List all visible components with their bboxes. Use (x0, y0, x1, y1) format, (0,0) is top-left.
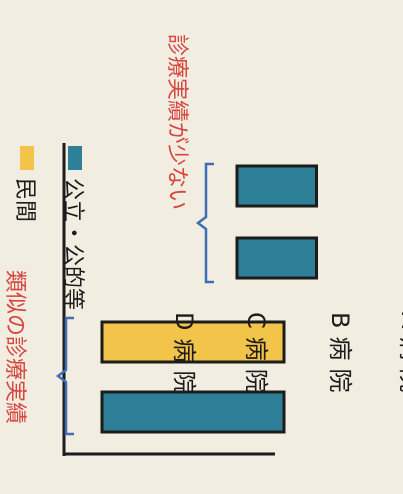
legend-swatch (68, 146, 82, 170)
annotation-brace (55, 316, 74, 436)
category-label: A病院 (396, 312, 403, 400)
category-label: D病院 (170, 312, 198, 402)
annotation-label: 類似の診療実績 (2, 270, 27, 424)
legend-label: 公立・公的等 (60, 178, 85, 310)
annotations: 類似の診療実績 診療実績が少ない (2, 34, 214, 436)
legend-label: 民間 (12, 178, 37, 222)
annotation-label: 診療実績が少ない (164, 34, 189, 210)
bars-group (100, 164, 318, 434)
category-label: C病院 (242, 312, 270, 401)
legend-swatch (20, 146, 34, 170)
legend: 民間 公立・公的等 (12, 146, 85, 310)
category-labels: A病院 B病院 C病院 D病院 (170, 312, 403, 402)
bar-C病院-公立・公的等 (235, 236, 318, 280)
bar-B病院-民間 (100, 320, 286, 364)
bar-A病院-公立・公的等 (100, 390, 286, 434)
category-label: B病院 (326, 312, 354, 400)
annotation-brace (195, 162, 214, 284)
bar-D病院-公立・公的等 (235, 164, 318, 208)
